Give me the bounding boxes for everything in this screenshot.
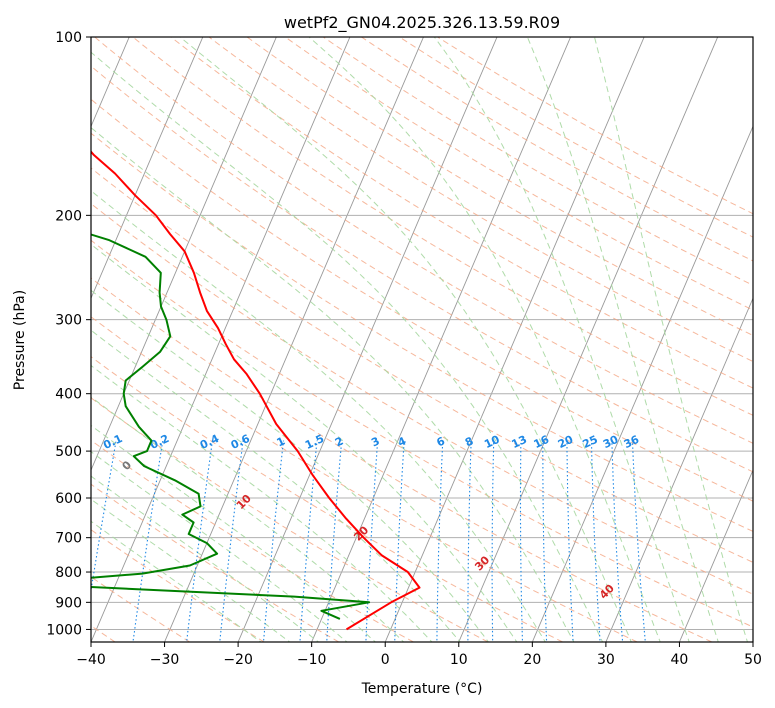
x-tick-label: −40: [76, 652, 106, 668]
moist-adiabat-line: [91, 364, 433, 642]
moist-adiabat-line: [91, 424, 377, 642]
mixing-ratio-label: 16: [532, 433, 552, 451]
mixing-ratio-line: [467, 440, 472, 642]
x-tick-label: 30: [597, 652, 615, 668]
mixing-ratio-line: [326, 440, 343, 642]
dry-adiabat-line: [91, 356, 563, 642]
grid-layer: [91, 37, 753, 642]
y-tick-label: 900: [55, 595, 82, 611]
mixing-ratio-label: 13: [510, 433, 529, 451]
moist-adiabat-line: [433, 37, 690, 642]
dry-adiabat-line: [361, 37, 753, 262]
mixing-ratio-line: [491, 440, 495, 642]
x-tick-label: 0: [381, 652, 390, 668]
adiabat-layer: [91, 37, 753, 642]
dry-adiabat-line: [94, 37, 753, 444]
y-tick-label: 500: [55, 444, 82, 460]
y-tick-label: 100: [55, 30, 82, 46]
dewpoint-profile-line: [91, 233, 371, 620]
x-tick-label: −20: [223, 652, 253, 668]
axis-tick-layer: −40 −30 −20 −10 0 10 20 30 40 50 100 200 300 400 500 60…: [46, 30, 762, 668]
mixing-ratio-label: 36: [622, 433, 642, 451]
moist-adiabat-line: [91, 126, 575, 642]
x-tick-label: −30: [150, 652, 180, 668]
isotherm-line: [678, 468, 753, 642]
moist-adiabat-line: [91, 520, 262, 642]
mixing-ratio-line: [631, 440, 646, 642]
isotherm-line: [605, 297, 753, 642]
isotherm-line: [237, 37, 498, 642]
mixing-ratio-layer: [91, 440, 646, 642]
mixing-ratio-line: [132, 440, 164, 642]
temperature-profile-line: [91, 150, 421, 631]
dry-adiabat-line: [91, 483, 340, 642]
dry-adiabat-line: [399, 37, 753, 238]
dry-adiabat-line: [91, 132, 753, 532]
moist-adiabat-line: [526, 37, 719, 642]
plot-frame: [90, 36, 754, 643]
mixing-ratio-line: [394, 440, 405, 642]
isotherm-line: [91, 37, 351, 642]
moist-adiabat-line: [179, 37, 632, 642]
moist-adiabat-line: [91, 475, 320, 642]
y-tick-label: 400: [55, 387, 82, 403]
mixing-ratio-line: [186, 440, 214, 642]
mixing-ratio-label: 30: [601, 433, 621, 451]
moist-adiabat-line: [91, 498, 291, 642]
y-axis-label: Pressure (hPa): [12, 290, 28, 390]
y-tick-label: 300: [55, 313, 82, 329]
y-tick-label: 600: [55, 491, 82, 507]
mixing-ratio-label: 20: [556, 433, 576, 451]
y-tick-label: 200: [55, 208, 82, 224]
moist-adiabat-line: [594, 37, 749, 642]
x-tick-label: 40: [671, 652, 689, 668]
moist-adiabat-line: [91, 51, 604, 642]
mixing-ratio-line: [542, 440, 548, 642]
mixing-ratio-line: [611, 440, 624, 642]
inline-label-layer: 0.10.20.40.611.52346810131620253036-100-…: [101, 432, 642, 602]
isotherm-line: [91, 37, 277, 472]
mixing-ratio-line: [219, 440, 244, 642]
mixing-ratio-line: [519, 440, 524, 642]
dry-adiabat-line: [91, 239, 753, 628]
mixing-ratio-line: [566, 440, 574, 642]
dry-adiabat-line: [323, 37, 753, 286]
x-tick-label: −10: [297, 652, 327, 668]
chart-title: wetPf2_GN04.2025.326.13.59.R09: [284, 13, 560, 33]
moist-adiabat-line: [91, 289, 490, 642]
mixing-ratio-label: 25: [581, 433, 600, 451]
mixing-ratio-line: [299, 440, 318, 642]
mixing-ratio-line: [590, 440, 601, 642]
mixing-ratio-line: [262, 440, 285, 642]
y-tick-label: 700: [55, 531, 82, 547]
dry-adiabat-line: [91, 316, 638, 642]
dry-adiabat-line: [91, 203, 753, 595]
profile-series-layer: [91, 150, 421, 631]
mixing-ratio-line: [436, 440, 444, 642]
isotherm-line: [384, 37, 645, 642]
y-tick-label: 1000: [46, 622, 82, 638]
x-tick-label: 10: [450, 652, 468, 668]
moist-adiabat-line: [308, 37, 661, 642]
dry-adiabat-line: [132, 37, 753, 416]
moist-adiabat-line: [91, 329, 461, 642]
mixing-ratio-label: 10: [482, 433, 502, 451]
x-tick-label: 20: [523, 652, 541, 668]
mixing-ratio-line: [365, 440, 379, 642]
x-axis-label: Temperature (°C): [361, 681, 483, 697]
moist-adiabat-line: [91, 243, 518, 642]
dry-adiabat-line: [91, 98, 753, 502]
dry-adiabat-line: [437, 37, 753, 215]
dry-adiabat-line: [91, 65, 753, 473]
x-tick-label: 50: [744, 652, 762, 668]
isotherm-line: [164, 37, 424, 642]
y-tick-label: 800: [55, 565, 82, 581]
isotherm-line: [91, 37, 204, 300]
dry-adiabat-line: [91, 167, 753, 563]
isotherm-line: [311, 37, 572, 642]
